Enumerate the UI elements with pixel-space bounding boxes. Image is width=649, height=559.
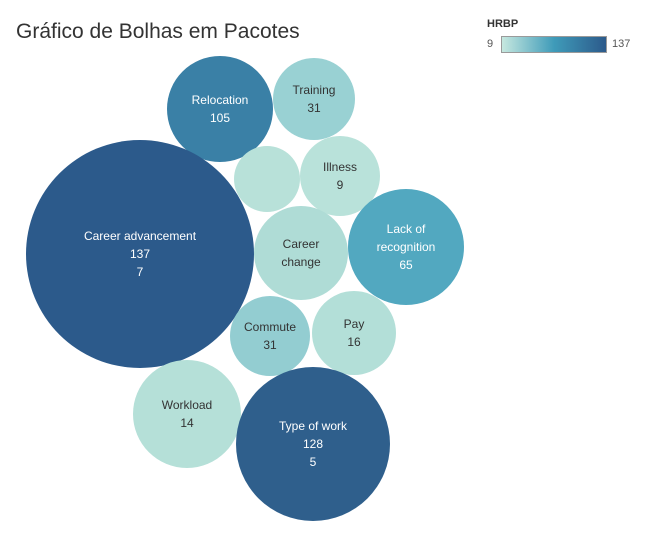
bubble-label: Career [283,237,320,251]
bubble-label: 65 [399,258,413,272]
bubble-label: 105 [210,111,230,125]
bubble-circle [234,146,300,212]
bubble-label: Type of work [279,419,348,433]
chart-title: Gráfico de Bolhas em Pacotes [16,20,300,43]
bubble-label: 128 [303,437,323,451]
bubble-lack-of-recognition[interactable]: Lack of recognition 65 [348,189,464,305]
bubble-circle [133,360,241,468]
bubble-circle [300,136,380,216]
bubble-type-of-work[interactable]: Type of work 128 5 [236,367,390,521]
bubble-label: 137 [130,247,150,261]
bubble-label: 7 [137,265,144,279]
bubble-commute[interactable]: Commute 31 [230,296,310,376]
bubble-label: Training [293,83,336,97]
bubble-label: Commute [244,320,296,334]
bubble-circle [236,367,390,521]
bubble-label: recognition [377,240,436,254]
bubble-label: 31 [307,101,321,115]
bubble-circle [312,291,396,375]
bubble-circle [254,206,348,300]
bubble-circle [273,58,355,140]
legend-min-label: 9 [487,38,494,50]
bubble-circle [348,189,464,305]
bubble-training[interactable]: Training 31 [273,58,355,140]
bubble-label: Lack of [387,222,426,236]
bubble-label: change [281,255,321,269]
bubble-circle [230,296,310,376]
bubble-label: 14 [180,416,194,430]
bubble-label: 31 [263,338,277,352]
bubble-label: Illness [323,160,357,174]
bubble-label: Workload [162,398,212,412]
bubble-unlabeled[interactable] [234,146,300,212]
bubble-label: Career advancement [84,229,197,243]
legend-title: HRBP [487,18,519,30]
bubble-label: 9 [337,178,344,192]
legend-max-label: 137 [612,38,631,50]
bubble-relocation[interactable]: Relocation 105 [167,56,273,162]
bubble-circle [26,140,254,368]
bubble-illness[interactable]: Illness 9 [300,136,380,216]
bubble-label: 16 [347,335,361,349]
bubble-label: 5 [310,455,317,469]
bubble-label: Pay [344,317,365,331]
bubble-label: Relocation [192,93,249,107]
bubble-workload[interactable]: Workload 14 [133,360,241,468]
bubble-pay[interactable]: Pay 16 [312,291,396,375]
bubble-career-advancement[interactable]: Career advancement 137 7 [26,140,254,368]
bubble-circle [167,56,273,162]
color-legend-gradient [501,36,607,53]
bubble-career-change[interactable]: Career change [254,206,348,300]
